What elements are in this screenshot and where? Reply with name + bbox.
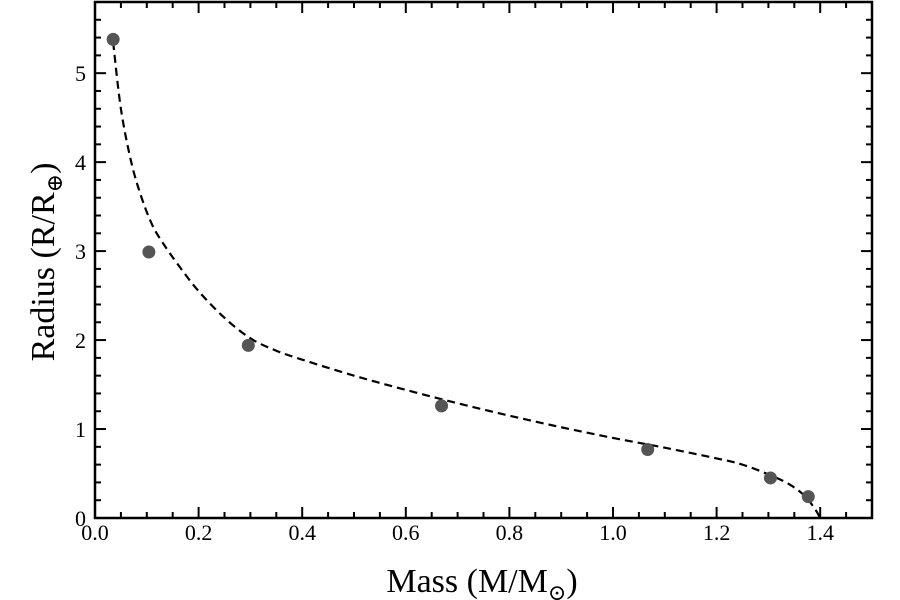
x-axis-title-subscript: ⊙ (548, 580, 566, 600)
x-tick-label: 0.4 (288, 520, 316, 545)
data-point (241, 338, 255, 352)
data-point (763, 471, 777, 485)
data-point (142, 245, 156, 259)
x-tick-label: 0.8 (496, 520, 524, 545)
x-tick-label: 0.6 (392, 520, 420, 545)
y-axis-title-close: ) (25, 163, 62, 174)
y-axis-title-subscript: ⊕ (42, 174, 67, 192)
x-tick-label: 0.2 (185, 520, 213, 545)
y-axis-title: Radius (R/R⊕) (25, 163, 67, 362)
y-tick-label: 0 (75, 506, 86, 531)
x-tick-label: 1.2 (703, 520, 731, 545)
x-tick-label: 1.0 (599, 520, 627, 545)
x-tick-label: 0.0 (81, 520, 109, 545)
x-tick-labels: 0.0 0.2 0.4 0.6 0.8 1.0 1.2 1.4 (81, 520, 834, 545)
y-tick-label: 2 (75, 328, 86, 353)
y-axis-title-main: Radius (R/R (25, 192, 62, 361)
x-axis-title: Mass (M/M⊙) (386, 563, 577, 600)
axis-ticks (94, 0, 873, 519)
y-tick-label: 1 (75, 417, 86, 442)
data-point (435, 399, 449, 413)
y-tick-label: 4 (75, 150, 86, 175)
x-axis-title-main: Mass (M/M (386, 563, 548, 600)
y-tick-label: 5 (75, 61, 86, 86)
data-points (106, 32, 815, 504)
data-point (801, 490, 815, 504)
plot-frame (93, 0, 874, 520)
data-point (641, 442, 655, 456)
data-point (106, 32, 120, 46)
x-axis-title-close: ) (566, 563, 577, 600)
fit-curve-dashed-line (112, 41, 822, 519)
x-tick-label: 1.4 (806, 520, 834, 545)
y-tick-label: 3 (75, 239, 86, 264)
y-tick-labels: 0 1 2 3 4 5 (75, 61, 86, 531)
